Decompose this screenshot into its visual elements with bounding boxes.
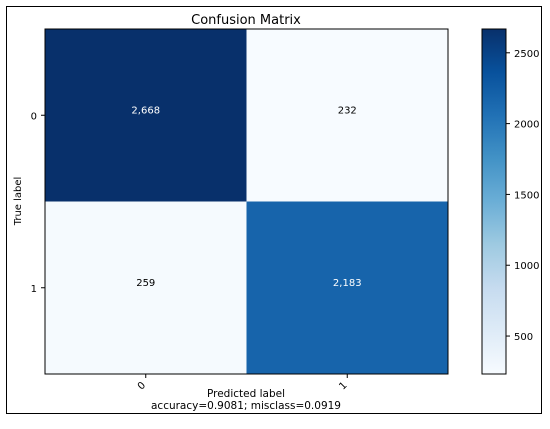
y-tick-label-1: 1: [31, 284, 37, 295]
colorbar: [481, 28, 507, 375]
cell-value-label-0-1: 232: [338, 105, 357, 116]
heatmap-cell-0-0: [45, 29, 247, 202]
cell-value-label-0-0: 2,668: [131, 105, 160, 116]
y-tick-label-0: 0: [31, 111, 37, 122]
heatmap-cell-0-1: [246, 29, 448, 202]
plot-area-border: [44, 28, 449, 375]
x-axis-label: Predicted label: [207, 388, 285, 400]
cell-value-label-1-0: 259: [136, 278, 155, 289]
cell-value-label-1-1: 2,183: [333, 278, 362, 289]
x-tick-label-0: 0: [136, 380, 148, 392]
colorbar-tick-label-0: 500: [514, 332, 533, 343]
heatmap-cell-1-1: [246, 201, 448, 374]
chart-title: Confusion Matrix: [191, 13, 301, 28]
colorbar-tick-label-1: 1000: [514, 261, 539, 272]
heatmap-cells: 2,668 232 259 2,183: [45, 29, 448, 374]
x-tick-label-1: 1: [337, 380, 349, 392]
confusion-matrix-chart: Confusion Matrix 2,668 232 259 2,183 0 1 0 1 T…: [13, 13, 539, 412]
colorbar-tick-label-4: 2500: [514, 49, 539, 60]
y-axis-label: True label: [13, 177, 24, 227]
colorbar-ticks: 500 1000 1500 2000 2500: [506, 49, 539, 343]
heatmap-cell-1-0: [45, 201, 247, 374]
accuracy-subtitle: accuracy=0.9081; misclass=0.0919: [151, 400, 341, 412]
colorbar-tick-label-2: 1500: [514, 190, 539, 201]
colorbar-tick-label-3: 2000: [514, 120, 539, 131]
figure-frame: Confusion Matrix 2,668 232 259 2,183 0 1 0 1 T…: [6, 6, 542, 414]
